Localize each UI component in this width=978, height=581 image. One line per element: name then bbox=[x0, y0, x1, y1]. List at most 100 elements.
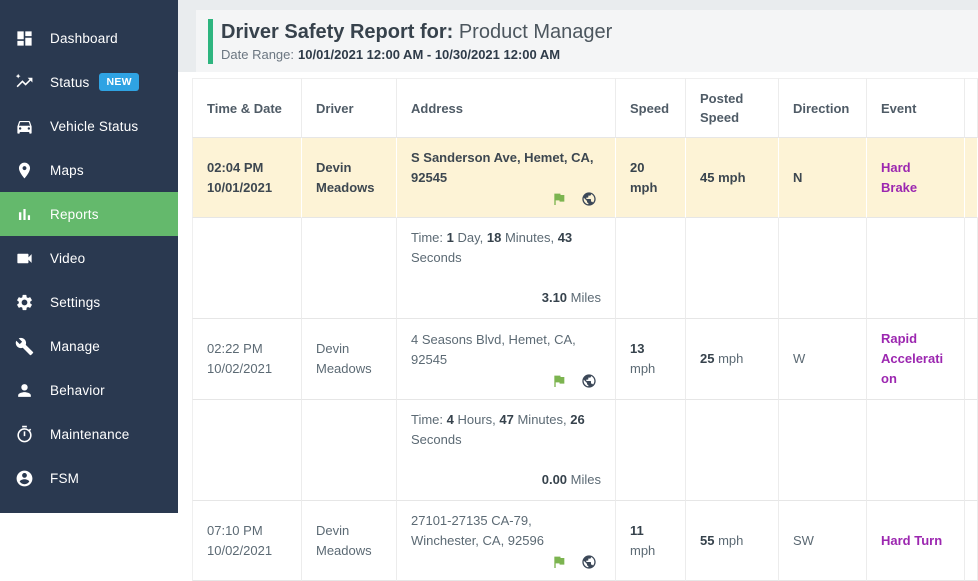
cell-address: S Sanderson Ave, Hemet, CA, 92545 bbox=[397, 138, 616, 218]
maintenance-icon bbox=[14, 424, 34, 444]
sidebar-item-dashboard[interactable]: Dashboard bbox=[0, 16, 178, 60]
cell-empty bbox=[965, 218, 978, 319]
sidebar-item-manage[interactable]: Manage bbox=[0, 324, 178, 368]
address-actions bbox=[411, 373, 601, 389]
flag-icon[interactable] bbox=[551, 554, 567, 570]
direction-value: N bbox=[793, 169, 803, 185]
sidebar-item-label: Reports bbox=[50, 206, 99, 222]
cell-address: 27101-27135 CA-79, Winchester, CA, 92596 bbox=[397, 501, 616, 581]
direction-value: W bbox=[793, 351, 806, 366]
cell-empty bbox=[867, 218, 965, 319]
sidebar-item-label: Maps bbox=[50, 162, 84, 178]
column-header-event: Event bbox=[867, 78, 965, 138]
posted-speed-unit: mph bbox=[718, 532, 744, 548]
sidebar-item-video[interactable]: Video bbox=[0, 236, 178, 280]
speed-value: 11 bbox=[630, 522, 644, 538]
event-label: Hard Brake bbox=[881, 159, 918, 195]
column-header-overflow bbox=[965, 78, 978, 138]
sidebar-item-label: Manage bbox=[50, 338, 100, 354]
posted-speed-value: 55 bbox=[700, 532, 715, 548]
sidebar-item-settings[interactable]: Settings bbox=[0, 280, 178, 324]
sidebar-item-label: Maintenance bbox=[50, 426, 130, 442]
globe-icon[interactable] bbox=[581, 191, 597, 207]
event-time: 07:10 PM bbox=[207, 522, 263, 538]
cell-empty bbox=[686, 218, 779, 319]
address-text: 27101-27135 CA-79, Winchester, CA, 92596 bbox=[411, 513, 544, 548]
cell-empty bbox=[192, 400, 302, 501]
address-actions bbox=[411, 191, 601, 207]
cell-trip-summary: Time: 4 Hours, 47 Minutes, 26 Seconds 0.0… bbox=[397, 400, 616, 501]
page-title-subject: Product Manager bbox=[458, 21, 613, 43]
manage-icon bbox=[14, 336, 34, 356]
column-header-posted-speed: Posted Speed bbox=[686, 78, 779, 138]
flag-icon[interactable] bbox=[551, 191, 567, 207]
column-header-time-date: Time & Date bbox=[192, 78, 302, 138]
event-label: Hard Turn bbox=[881, 532, 943, 548]
cell-event: Hard Turn bbox=[867, 501, 965, 581]
cell-empty bbox=[779, 218, 867, 319]
event-date: 10/02/2021 bbox=[207, 542, 273, 558]
page-title: Driver Safety Report for: Product Manage… bbox=[221, 19, 612, 45]
dashboard-icon bbox=[14, 28, 34, 48]
status-icon bbox=[14, 72, 34, 92]
speed-unit: mph bbox=[630, 361, 656, 376]
sidebar-item-label: Dashboard bbox=[50, 30, 118, 46]
maps-icon bbox=[14, 160, 34, 180]
cell-time-date: 02:04 PM 10/01/2021 bbox=[192, 138, 302, 218]
sidebar-item-maintenance[interactable]: Maintenance bbox=[0, 412, 178, 456]
trip-duration: Time: 1 Day, 18 Minutes, 43 Seconds bbox=[411, 230, 573, 265]
vehicle-icon bbox=[14, 116, 34, 136]
trip-summary-row: Time: 1 Day, 18 Minutes, 43 Seconds 3.10 … bbox=[192, 218, 978, 319]
event-row: 07:10 PM 10/02/2021 Devin Meadows 27101-271… bbox=[192, 501, 978, 581]
globe-icon[interactable] bbox=[581, 554, 597, 570]
driver-name: Devin Meadows bbox=[316, 341, 372, 376]
cell-empty bbox=[867, 400, 965, 501]
cell-empty bbox=[302, 400, 397, 501]
cell-empty bbox=[686, 400, 779, 501]
address-text: 4 Seasons Blvd, Hemet, CA, 92545 bbox=[411, 331, 576, 367]
sidebar: Dashboard Status NEW Vehicle Status Maps Repo… bbox=[0, 0, 178, 513]
report-header-card: Driver Safety Report for: Product Manage… bbox=[196, 10, 978, 72]
globe-icon[interactable] bbox=[581, 373, 597, 389]
sidebar-menu: Dashboard Status NEW Vehicle Status Maps Repo… bbox=[0, 16, 178, 500]
cell-time-date: 07:10 PM 10/02/2021 bbox=[192, 501, 302, 581]
event-date: 10/01/2021 bbox=[207, 179, 273, 195]
event-label: Rapid Acceleration bbox=[881, 331, 944, 386]
sidebar-item-label: FSM bbox=[50, 470, 80, 486]
sidebar-item-status[interactable]: Status NEW bbox=[0, 60, 178, 104]
trip-distance: 3.10 Miles bbox=[541, 290, 601, 305]
fsm-icon bbox=[14, 468, 34, 488]
event-row: 02:22 PM 10/02/2021 Devin Meadows 4 Seasons… bbox=[192, 319, 978, 400]
event-date: 10/02/2021 bbox=[207, 361, 273, 376]
page-title-bold: Driver Safety Report for: bbox=[221, 21, 454, 43]
column-header-driver: Driver bbox=[302, 78, 397, 138]
sidebar-item-vehicle-status[interactable]: Vehicle Status bbox=[0, 104, 178, 148]
speed-value: 13 bbox=[630, 341, 645, 356]
event-time: 02:04 PM bbox=[207, 159, 264, 175]
main-content: Driver Safety Report for: Product Manage… bbox=[178, 0, 978, 581]
cell-empty bbox=[616, 400, 686, 501]
event-row-highlighted: 02:04 PM 10/01/2021 Devin Meadows S Sanders… bbox=[192, 138, 978, 218]
trip-distance: 0.00 Miles bbox=[541, 472, 601, 487]
video-icon bbox=[14, 248, 34, 268]
cell-empty bbox=[616, 218, 686, 319]
cell-driver: Devin Meadows bbox=[302, 319, 397, 400]
sidebar-item-maps[interactable]: Maps bbox=[0, 148, 178, 192]
driver-name: Devin Meadows bbox=[316, 522, 372, 558]
cell-speed: 11 mph bbox=[616, 501, 686, 581]
sidebar-item-fsm[interactable]: FSM bbox=[0, 456, 178, 500]
sidebar-item-reports[interactable]: Reports bbox=[0, 192, 178, 236]
date-range-value: 10/01/2021 12:00 AM - 10/30/2021 12:00 A… bbox=[298, 47, 561, 62]
cell-trip-summary: Time: 1 Day, 18 Minutes, 43 Seconds 3.10 … bbox=[397, 218, 616, 319]
speed-unit: mph bbox=[630, 542, 656, 558]
sidebar-item-behavior[interactable]: Behavior bbox=[0, 368, 178, 412]
cell-direction: N bbox=[779, 138, 867, 218]
event-time: 02:22 PM bbox=[207, 341, 263, 356]
flag-icon[interactable] bbox=[551, 373, 567, 389]
cell-posted-speed: 45 mph bbox=[686, 138, 779, 218]
address-actions bbox=[411, 554, 601, 570]
accent-bar bbox=[208, 19, 213, 64]
sidebar-item-label: Video bbox=[50, 250, 86, 266]
date-range-label: Date Range: bbox=[221, 47, 294, 62]
cell-overflow bbox=[965, 138, 978, 218]
